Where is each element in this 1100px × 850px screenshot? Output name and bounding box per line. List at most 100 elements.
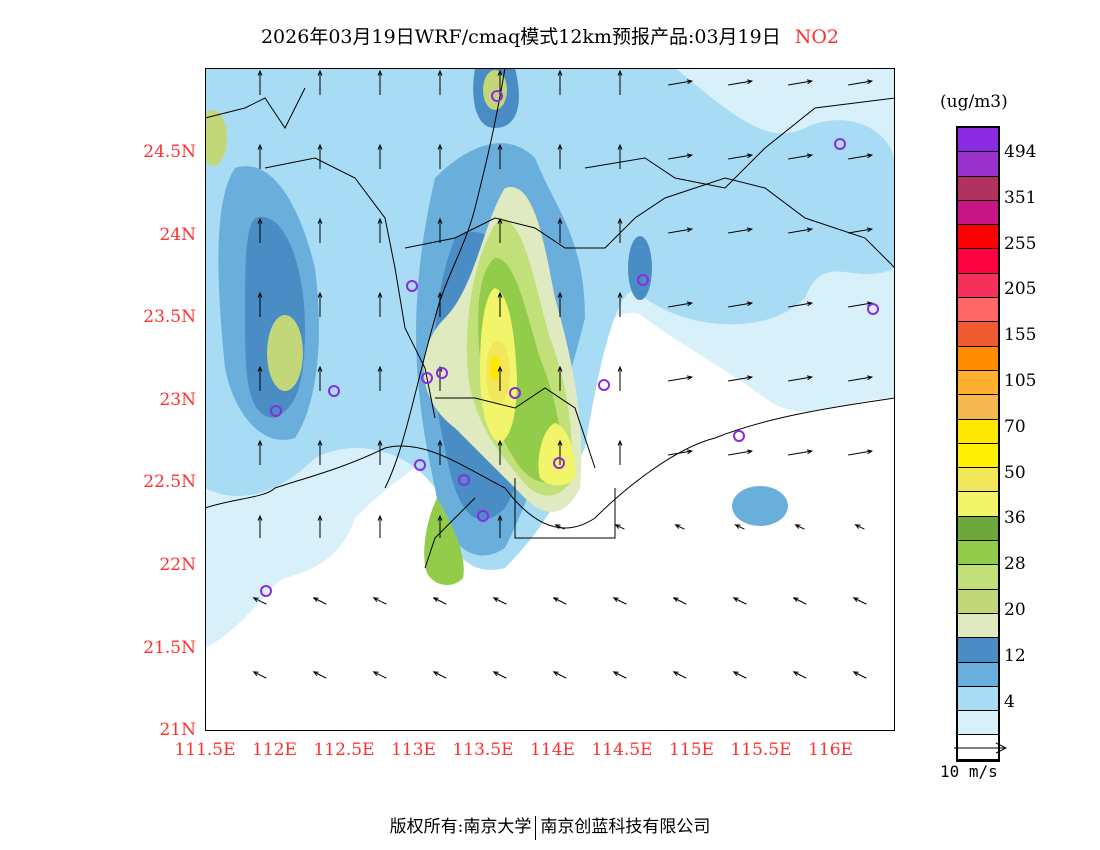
lat-tick: 21.5N — [143, 637, 196, 658]
wind-arrow-icon — [432, 671, 447, 679]
wind-arrow-icon — [377, 69, 383, 95]
wind-vectors — [252, 69, 874, 679]
color-bin — [958, 370, 998, 396]
wind-arrow-icon — [497, 514, 503, 538]
wind-arrow-icon — [617, 143, 623, 169]
wind-arrow-icon — [612, 597, 627, 605]
color-bin — [958, 225, 998, 250]
station-marker — [421, 372, 433, 384]
wind-arrow-icon — [432, 597, 447, 605]
wind-arrow-icon — [852, 597, 867, 605]
color-label: 4 — [1004, 691, 1015, 712]
wind-arrow-icon — [497, 217, 503, 243]
field-blue-e — [732, 486, 788, 526]
color-bin — [958, 273, 998, 299]
coastline-and-borders — [205, 68, 895, 569]
lon-tick: 114.5E — [591, 740, 653, 760]
color-bin — [958, 711, 998, 736]
wind-arrow-icon — [728, 301, 754, 308]
station-marker — [406, 280, 418, 292]
color-bar — [956, 126, 1000, 762]
lon-tick: 112.5E — [313, 740, 375, 760]
wind-arrow-icon — [557, 439, 563, 465]
station-marker — [637, 274, 649, 286]
wind-arrow-icon — [732, 597, 747, 605]
wind-arrow-icon — [792, 597, 807, 605]
wind-arrow-icon — [554, 524, 565, 530]
color-label: 70 — [1004, 416, 1026, 437]
wind-arrow-icon — [728, 227, 754, 234]
station-marker — [598, 379, 610, 391]
wind-arrow-icon — [437, 69, 443, 95]
color-bin — [958, 613, 998, 639]
wind-arrow-icon — [612, 671, 627, 679]
wind-arrow-icon — [848, 153, 874, 160]
color-bin — [958, 443, 998, 469]
station-marker — [458, 474, 470, 486]
color-label: 351 — [1004, 187, 1037, 208]
wind-arrow-icon — [848, 375, 874, 382]
station-marker — [414, 459, 426, 471]
wind-arrow-icon — [848, 449, 874, 456]
lat-tick: 23.5N — [143, 307, 196, 328]
color-label: 50 — [1004, 462, 1026, 483]
wind-arrow-icon — [372, 597, 387, 605]
color-bin — [958, 200, 998, 226]
wind-arrow-icon — [312, 671, 327, 679]
color-label: 36 — [1004, 508, 1026, 529]
color-bin — [958, 468, 998, 493]
title-text: 2026年03月19日WRF/cmaq模式12km预报产品:03月19日 — [260, 26, 781, 48]
wind-arrow-icon — [557, 143, 563, 169]
color-bin — [958, 322, 998, 347]
color-bin — [958, 638, 998, 663]
wind-arrow-icon — [257, 439, 263, 465]
wind-arrow-icon — [497, 143, 503, 169]
wind-arrow-icon — [372, 671, 387, 679]
wind-arrow-icon — [728, 153, 754, 160]
wind-arrow-icon — [794, 524, 805, 530]
wind-arrow-icon — [557, 69, 563, 95]
wind-arrow-icon — [672, 671, 687, 679]
monitoring-stations — [260, 90, 879, 597]
wind-arrow-icon — [317, 143, 323, 169]
divider — [535, 815, 537, 840]
color-bin — [958, 176, 998, 201]
wind-arrow-icon — [257, 69, 263, 95]
color-bin — [958, 565, 998, 590]
station-marker — [436, 367, 448, 379]
wind-arrow-icon — [728, 449, 754, 456]
wind-arrow-icon — [257, 365, 263, 391]
wind-arrow-icon — [557, 217, 563, 243]
lon-tick: 116E — [808, 740, 853, 760]
wind-arrow-icon — [377, 365, 383, 391]
concentration-map — [205, 68, 895, 731]
wind-arrow-icon — [848, 79, 874, 86]
wind-arrow-icon — [317, 217, 323, 243]
color-bin — [958, 346, 998, 371]
wind-arrow-icon — [312, 597, 327, 605]
color-bin — [958, 686, 998, 712]
wind-arrow-icon — [734, 524, 745, 530]
wind-arrow-icon — [377, 291, 383, 317]
station-marker — [834, 138, 846, 150]
wind-arrow-icon — [617, 69, 623, 95]
field-green-w — [267, 315, 303, 391]
wind-arrow-icon — [317, 69, 323, 95]
field-yellow-se — [538, 423, 576, 486]
color-bin — [958, 541, 998, 566]
station-marker — [328, 385, 340, 397]
wind-arrow-icon — [257, 291, 263, 317]
field-yellow3 — [490, 356, 500, 380]
wind-arrow-icon — [668, 153, 694, 160]
color-label: 255 — [1004, 233, 1037, 254]
wind-arrow-icon — [668, 449, 694, 456]
wind-arrow-icon — [437, 439, 443, 465]
wind-arrow-icon — [557, 291, 563, 317]
color-label: 20 — [1004, 600, 1026, 620]
color-bin — [958, 298, 998, 323]
station-marker — [509, 387, 521, 399]
color-label: 12 — [1004, 645, 1026, 666]
wind-arrow-icon — [672, 597, 687, 605]
wind-arrow-icon — [552, 671, 567, 679]
wind-arrow-icon — [437, 291, 443, 317]
